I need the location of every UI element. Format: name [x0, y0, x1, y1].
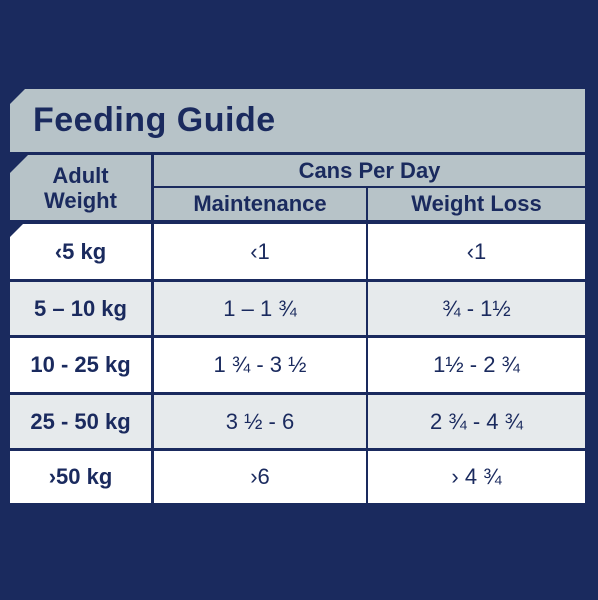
feeding-table: Adult Weight Cans Per Day Maintenance We…	[10, 152, 585, 503]
cans-per-day-header: Cans Per Day	[154, 155, 585, 186]
adult-weight-header-line1: Adult	[52, 162, 109, 188]
adult-weight-header-line2: Weight	[44, 187, 117, 213]
row-5-weight-loss: › 4 ¾	[368, 451, 585, 503]
page-title: Feeding Guide	[33, 101, 276, 139]
weight-loss-header: Weight Loss	[368, 188, 585, 220]
row-1-maintenance: ‹1	[154, 224, 366, 279]
row-3-maintenance: 1 ¾ - 3 ½	[154, 338, 366, 392]
row-2-weight-loss: ¾ - 1½	[368, 282, 585, 335]
row-2-maintenance: 1 – 1 ¾	[154, 282, 366, 335]
adult-weight-header: Adult Weight	[10, 155, 151, 220]
row-5-weight: ›50 kg	[10, 451, 151, 503]
row-1-weight-loss: ‹1	[368, 224, 585, 279]
row-4-weight: 25 - 50 kg	[10, 395, 151, 448]
title-bar: Feeding Guide	[10, 89, 585, 152]
row-5-maintenance: ›6	[154, 451, 366, 503]
row-4-weight-loss: 2 ¾ - 4 ¾	[368, 395, 585, 448]
row-2-weight: 5 – 10 kg	[10, 282, 151, 335]
row-3-weight-loss: 1½ - 2 ¾	[368, 338, 585, 392]
row-1-weight: ‹5 kg	[10, 224, 151, 279]
maintenance-header: Maintenance	[154, 188, 366, 220]
row-3-weight: 10 - 25 kg	[10, 338, 151, 392]
row-4-maintenance: 3 ½ - 6	[154, 395, 366, 448]
